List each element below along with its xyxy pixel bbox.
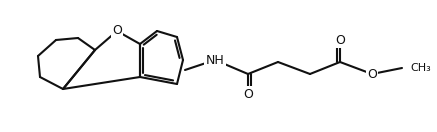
Text: O: O: [243, 88, 253, 100]
Text: O: O: [335, 34, 345, 46]
Text: O: O: [112, 25, 122, 37]
Text: NH: NH: [206, 53, 224, 67]
Text: O: O: [367, 67, 377, 81]
Text: CH₃: CH₃: [410, 63, 431, 73]
